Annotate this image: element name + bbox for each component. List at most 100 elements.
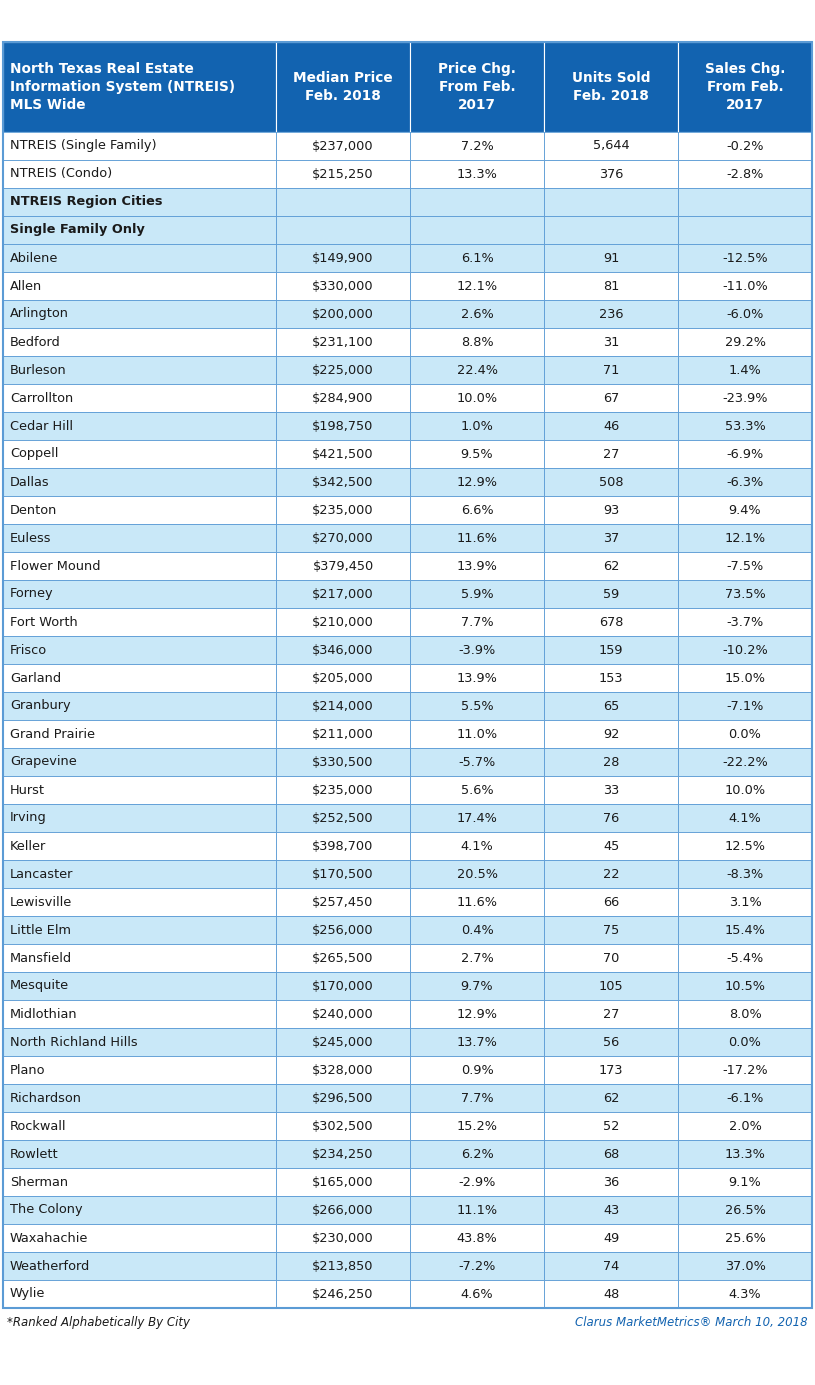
Bar [544,1280,678,1307]
Bar [544,1084,678,1112]
Bar [678,915,812,945]
Bar [410,860,544,888]
Bar [276,972,410,1000]
Text: $265,500: $265,500 [312,951,374,964]
Bar [3,663,276,692]
Bar [544,888,678,915]
Bar [678,608,812,636]
Text: 45: 45 [603,839,619,853]
Bar [276,440,410,468]
Text: Waxahachie: Waxahachie [10,1231,88,1245]
Bar [3,805,276,832]
Text: Euless: Euless [10,532,51,544]
Text: $421,500: $421,500 [312,447,374,460]
Bar [276,663,410,692]
Text: 7.7%: 7.7% [460,615,493,629]
Text: 17.4%: 17.4% [456,812,497,824]
Text: 11.0%: 11.0% [456,727,498,741]
Bar [544,328,678,356]
Bar [544,553,678,580]
Text: $205,000: $205,000 [312,672,374,684]
Bar [410,496,544,524]
Text: 27: 27 [603,447,619,460]
Text: 11.6%: 11.6% [456,532,497,544]
Bar [410,524,544,553]
Text: 75: 75 [603,924,619,936]
Text: 13.3%: 13.3% [725,1148,765,1161]
Bar [544,301,678,328]
Text: 3.1%: 3.1% [729,896,761,909]
Bar [3,1028,276,1055]
Text: 6.6%: 6.6% [460,504,493,517]
Bar [3,328,276,356]
Bar [678,748,812,776]
Text: -17.2%: -17.2% [722,1064,768,1076]
Text: 8.8%: 8.8% [460,335,493,349]
Text: 62: 62 [603,1091,619,1104]
Bar [544,805,678,832]
Bar [3,468,276,496]
Text: 6.1%: 6.1% [460,252,493,265]
Bar [410,328,544,356]
Text: Price Chg.
From Feb.
2017: Price Chg. From Feb. 2017 [438,62,516,112]
Bar [678,553,812,580]
Text: 15.2%: 15.2% [456,1119,497,1133]
Text: 53.3%: 53.3% [725,420,765,432]
Text: $256,000: $256,000 [312,924,374,936]
Bar [276,860,410,888]
Bar [410,1140,544,1168]
Text: Lewisville: Lewisville [10,896,73,909]
Bar [678,1140,812,1168]
Text: $296,500: $296,500 [312,1091,374,1104]
Bar [3,692,276,720]
Text: Cedar Hill: Cedar Hill [10,420,73,432]
Bar [276,553,410,580]
Text: -12.5%: -12.5% [722,252,768,265]
Text: $215,250: $215,250 [312,168,374,180]
Text: 9.1%: 9.1% [729,1176,761,1188]
Bar [410,244,544,271]
Bar [678,161,812,188]
Bar [678,692,812,720]
Bar [678,411,812,440]
Text: 13.3%: 13.3% [456,168,497,180]
Bar [544,440,678,468]
Bar [678,328,812,356]
Bar [544,748,678,776]
Bar [276,608,410,636]
Text: 508: 508 [599,475,623,489]
Text: 46: 46 [603,420,619,432]
Text: 1.0%: 1.0% [460,420,493,432]
Text: $237,000: $237,000 [312,140,374,152]
Text: $211,000: $211,000 [312,727,374,741]
Bar [678,663,812,692]
Text: 62: 62 [603,560,619,572]
Bar [3,1252,276,1280]
Text: 31: 31 [603,335,619,349]
Bar [544,411,678,440]
Text: 59: 59 [603,587,619,601]
Text: 49: 49 [603,1231,619,1245]
Bar [276,1168,410,1197]
Text: 67: 67 [603,392,619,404]
Text: Arlington: Arlington [10,307,69,320]
Bar [410,608,544,636]
Bar [3,832,276,860]
Bar [276,1084,410,1112]
Bar [410,132,544,161]
Text: $240,000: $240,000 [312,1007,374,1021]
Text: -3.9%: -3.9% [458,644,496,656]
Bar [678,384,812,411]
Bar [678,1280,812,1307]
Text: Median Price
Feb. 2018: Median Price Feb. 2018 [293,71,393,102]
Bar [410,1112,544,1140]
Bar [410,1197,544,1224]
Text: 10.5%: 10.5% [725,979,765,993]
Bar [276,748,410,776]
Bar [544,161,678,188]
Text: Irving: Irving [10,812,46,824]
Bar [544,860,678,888]
Text: 43.8%: 43.8% [456,1231,497,1245]
Text: 13.9%: 13.9% [456,560,497,572]
Bar [410,1224,544,1252]
